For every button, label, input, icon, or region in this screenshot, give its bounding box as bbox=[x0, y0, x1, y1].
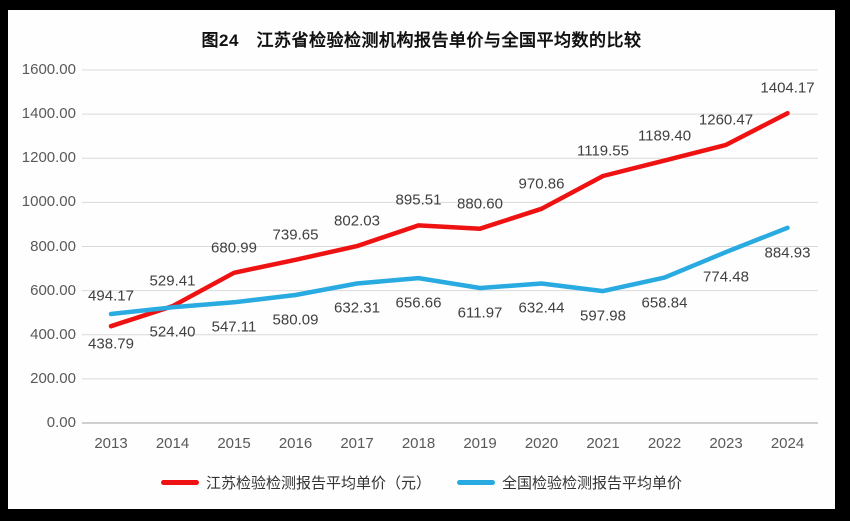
data-label-national-2014: 524.40 bbox=[149, 323, 196, 341]
legend: 江苏检验检测报告平均单价（元） 全国检验检测报告平均单价 bbox=[8, 472, 835, 493]
data-label-national-2019: 611.97 bbox=[457, 304, 503, 322]
series-line-jiangsu bbox=[108, 110, 790, 329]
plot-area bbox=[82, 69, 818, 424]
y-axis-tick-label: 1400.00 bbox=[21, 105, 76, 123]
x-axis-tick-label: 2023 bbox=[709, 435, 743, 452]
data-label-national-2023: 774.48 bbox=[703, 268, 749, 286]
x-axis-tick-label: 2015 bbox=[217, 435, 251, 452]
data-label-jiangsu-2014: 529.41 bbox=[149, 272, 196, 290]
data-label-jiangsu-2016: 739.65 bbox=[272, 226, 319, 244]
data-label-jiangsu-2019: 880.60 bbox=[457, 195, 503, 213]
x-axis-tick-label: 2013 bbox=[94, 435, 128, 452]
series-line-national bbox=[108, 225, 790, 317]
y-axis-tick-label: 200.00 bbox=[30, 369, 76, 387]
data-label-national-2024: 884.93 bbox=[764, 244, 811, 262]
y-axis-tick-label: 1200.00 bbox=[21, 149, 76, 167]
x-axis-tick-label: 2016 bbox=[278, 435, 313, 452]
x-axis-tick-label: 2021 bbox=[586, 435, 620, 452]
y-axis-tick-label: 800.00 bbox=[30, 237, 76, 255]
data-label-jiangsu-2015: 680.99 bbox=[211, 239, 257, 257]
data-label-national-2016: 580.09 bbox=[272, 311, 319, 329]
x-axis-tick-label: 2018 bbox=[401, 435, 436, 452]
data-label-jiangsu-2021: 1119.55 bbox=[577, 142, 629, 160]
data-label-jiangsu-2023: 1260.47 bbox=[698, 111, 754, 129]
x-axis-tick-label: 2019 bbox=[463, 435, 497, 452]
data-label-jiangsu-2022: 1189.40 bbox=[637, 127, 692, 145]
x-axis-tick-label: 2017 bbox=[340, 435, 374, 452]
data-label-jiangsu-2024: 1404.17 bbox=[760, 79, 815, 97]
x-axis-tick-label: 2014 bbox=[155, 435, 190, 452]
legend-item-national: 全国检验检测报告平均单价 bbox=[457, 472, 682, 493]
gridlines bbox=[82, 69, 818, 424]
data-label-national-2020: 632.44 bbox=[518, 299, 565, 317]
data-label-national-2018: 656.66 bbox=[395, 294, 442, 312]
data-label-national-2017: 632.31 bbox=[334, 299, 380, 317]
data-label-jiangsu-2020: 970.86 bbox=[518, 175, 565, 193]
data-label-national-2013: 494.17 bbox=[88, 287, 134, 305]
legend-label-jiangsu: 江苏检验检测报告平均单价（元） bbox=[205, 475, 431, 492]
legend-swatch-national-icon bbox=[457, 480, 495, 485]
y-axis-tick-label: 0.00 bbox=[46, 414, 76, 431]
data-label-jiangsu-2018: 895.51 bbox=[395, 191, 442, 209]
legend-swatch-jiangsu-icon bbox=[160, 480, 199, 485]
legend-label-national: 全国检验检测报告平均单价 bbox=[502, 475, 683, 492]
y-axis-tick-label: 400.00 bbox=[30, 325, 76, 343]
data-label-national-2021: 597.98 bbox=[580, 307, 626, 325]
x-axis-tick-label: 2024 bbox=[770, 435, 805, 452]
x-axis-tick-label: 2022 bbox=[647, 435, 682, 452]
chart-title: 图24 江苏省检验检测机构报告单价与全国平均数的比较 bbox=[201, 31, 642, 50]
y-axis-tick-label: 1600.00 bbox=[21, 61, 76, 78]
data-label-jiangsu-2013: 438.79 bbox=[88, 335, 134, 353]
data-label-national-2015: 547.11 bbox=[211, 318, 257, 336]
legend-item-jiangsu: 江苏检验检测报告平均单价（元） bbox=[160, 472, 431, 493]
chart-panel: 图24 江苏省检验检测机构报告单价与全国平均数的比较 1600.00 1400.0… bbox=[8, 10, 835, 509]
data-label-jiangsu-2017: 802.03 bbox=[334, 212, 380, 230]
data-label-national-2022: 658.84 bbox=[641, 294, 688, 312]
y-axis-tick-label: 1000.00 bbox=[21, 193, 76, 211]
x-axis-tick-label: 2020 bbox=[524, 435, 559, 452]
y-axis-tick-label: 600.00 bbox=[30, 281, 76, 299]
